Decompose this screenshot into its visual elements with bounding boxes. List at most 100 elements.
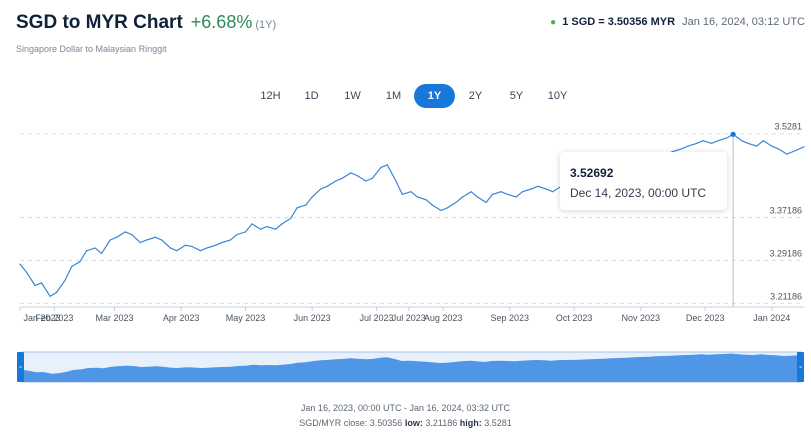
data-point [350,172,352,174]
x-tick-label: Nov 2023 [621,313,660,323]
low-value: 3.21186 [425,418,458,428]
data-point [154,236,156,238]
data-point [176,250,178,252]
tab-1d[interactable]: 1D [291,84,332,108]
data-point [371,177,373,179]
x-tick-label: Mar 2023 [95,313,133,323]
data-point [431,204,434,206]
data-point [537,185,539,187]
tab-12h[interactable]: 12H [250,84,291,108]
y-tick-label: 3.5281 [774,122,802,132]
tooltip-date: Dec 14, 2023, 00:00 UTC [570,186,707,200]
high-value: 3.5281 [484,418,512,428]
data-point [85,250,88,252]
close-value: 3.50356 [369,418,403,428]
data-point [266,225,268,228]
high-label: high: [459,418,482,428]
x-tick-label: Aug 2023 [424,313,463,323]
data-point [146,239,148,241]
data-point [40,282,43,284]
data-point [425,199,427,201]
data-point [49,295,51,297]
x-tick-label: May 2023 [226,313,266,323]
data-point [726,137,728,139]
data-point [395,180,397,182]
data-point [522,191,524,193]
data-point [711,142,713,145]
data-point [530,188,532,190]
percent-change: +6.68% [190,12,253,32]
data-point [356,174,358,177]
data-point [680,148,683,150]
tab-1w[interactable]: 1W [332,84,373,108]
data-point [470,191,472,193]
x-tick-label: Jul 2023 [360,313,394,323]
data-point [485,201,487,204]
data-point [55,291,58,294]
data-point [305,204,307,206]
tab-1m[interactable]: 1M [373,84,414,108]
data-point [515,196,517,198]
data-point [275,228,277,230]
chart-tooltip: 3.52692 Dec 14, 2023, 00:00 UTC [560,152,727,210]
data-point [199,250,202,252]
data-point [335,180,337,182]
data-point [446,207,449,209]
data-point [792,150,794,153]
data-point [229,239,232,241]
title-text: SGD to MYR Chart [16,12,183,33]
data-point [191,245,193,247]
x-tick-label: Jun 2023 [294,313,331,323]
page-title: SGD to MYR Chart +6.68% (1Y) [16,12,276,34]
tab-2y[interactable]: 2Y [455,84,496,108]
data-point [696,142,698,145]
data-point [476,196,479,198]
data-point [506,193,509,195]
data-point [326,185,328,187]
data-point [552,191,554,193]
highlight-marker [730,131,736,137]
data-point [461,196,464,198]
data-point [455,201,457,204]
data-point [786,153,788,155]
data-point [251,223,253,225]
chart-header: SGD to MYR Chart +6.68% (1Y) Singapore Dol… [16,8,805,56]
tooltip-value: 3.52692 [570,166,614,180]
x-tick-label: Feb 2023 [35,313,73,323]
tab-10y[interactable]: 10Y [537,84,578,108]
x-tick-label: Oct 2023 [556,313,593,323]
tab-1y[interactable]: 1Y [414,84,455,108]
data-point [124,231,126,233]
data-point [380,166,382,169]
data-point [25,271,28,273]
data-point [34,284,36,287]
navigator-area [22,353,801,382]
data-point [70,266,73,268]
time-range-tabs: 12H 1D 1W 1M 1Y 2Y 5Y 10Y [250,84,578,110]
data-point [401,193,403,195]
data-point [500,191,502,193]
range-summary: Jan 16, 2023, 00:00 UTC - Jan 16, 2024, … [300,403,511,413]
data-point [320,188,322,190]
x-tick-label: Dec 2023 [686,313,725,323]
data-point [717,140,719,142]
data-point [236,233,238,236]
data-point [214,244,217,246]
data-point [687,145,689,147]
data-point [747,142,749,145]
x-tick-label: Jan 2024 [753,313,790,323]
x-tick-label: Jul 2023 [392,313,426,323]
data-point [244,231,247,233]
data-point [169,247,171,249]
current-rate: ● 1 SGD = 3.50356 MYR Jan 16, 2024, 03:12… [550,16,805,28]
live-dot-icon: ● [550,17,557,28]
tab-5y[interactable]: 5Y [496,84,537,108]
pair-label: SGD/MYR [299,418,342,428]
data-point [416,196,418,198]
data-point [79,260,81,263]
x-tick-label: Sep 2023 [490,313,529,323]
page-subtitle: Singapore Dollar to Malaysian Ringgit [16,44,167,54]
data-point [741,140,743,142]
data-point [410,191,412,193]
y-tick-label: 3.21186 [770,291,802,301]
